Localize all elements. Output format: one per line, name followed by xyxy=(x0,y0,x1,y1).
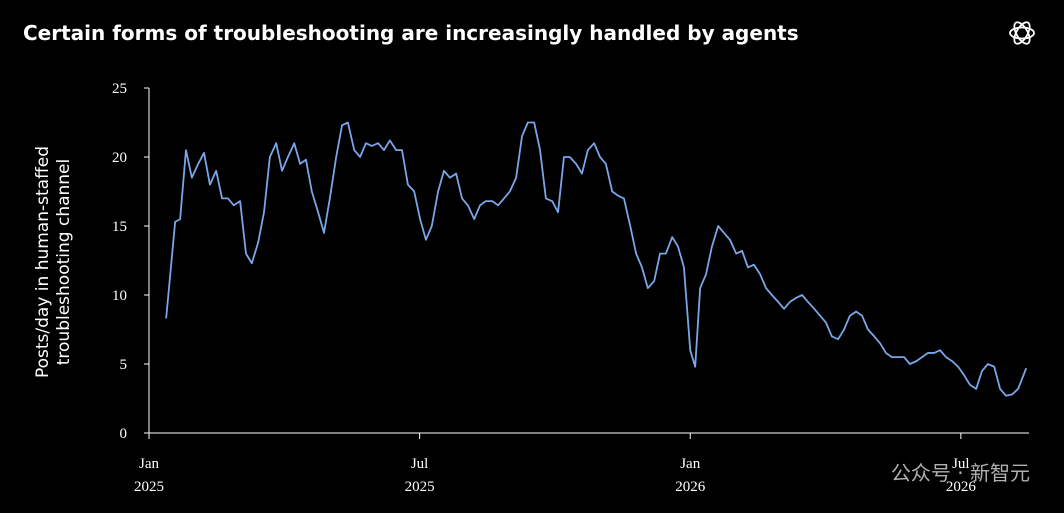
y-axis-title-line: Posts/day in human-staffed xyxy=(33,146,53,378)
data-line xyxy=(165,121,1028,397)
y-tick-label: 15 xyxy=(112,219,127,235)
x-tick-label: 2026 xyxy=(946,479,977,495)
x-tick-label: Jan xyxy=(680,456,700,472)
y-axis-title: Posts/day in human-staffed troubleshooti… xyxy=(33,146,74,378)
y-tick-label: 20 xyxy=(112,150,127,166)
y-tick-label: 10 xyxy=(112,288,127,304)
y-tick-label: 25 xyxy=(112,81,127,97)
logo xyxy=(1009,21,1035,45)
y-tick-label: 0 xyxy=(120,426,128,442)
x-tick-label: 2025 xyxy=(134,479,164,495)
watermark: 公众号 · 新智元 xyxy=(891,461,1030,485)
x-tick-label: Jul xyxy=(952,456,970,472)
chart-title: Certain forms of troubleshooting are inc… xyxy=(23,21,799,45)
x-tick-label: 2026 xyxy=(675,479,706,495)
y-tick-label: 5 xyxy=(120,357,128,373)
y-axis-title-line: troubleshooting channel xyxy=(54,159,74,366)
x-tick-label: Jan xyxy=(139,456,159,472)
x-tick-label: Jul xyxy=(411,456,429,472)
x-tick-label: 2025 xyxy=(405,479,435,495)
